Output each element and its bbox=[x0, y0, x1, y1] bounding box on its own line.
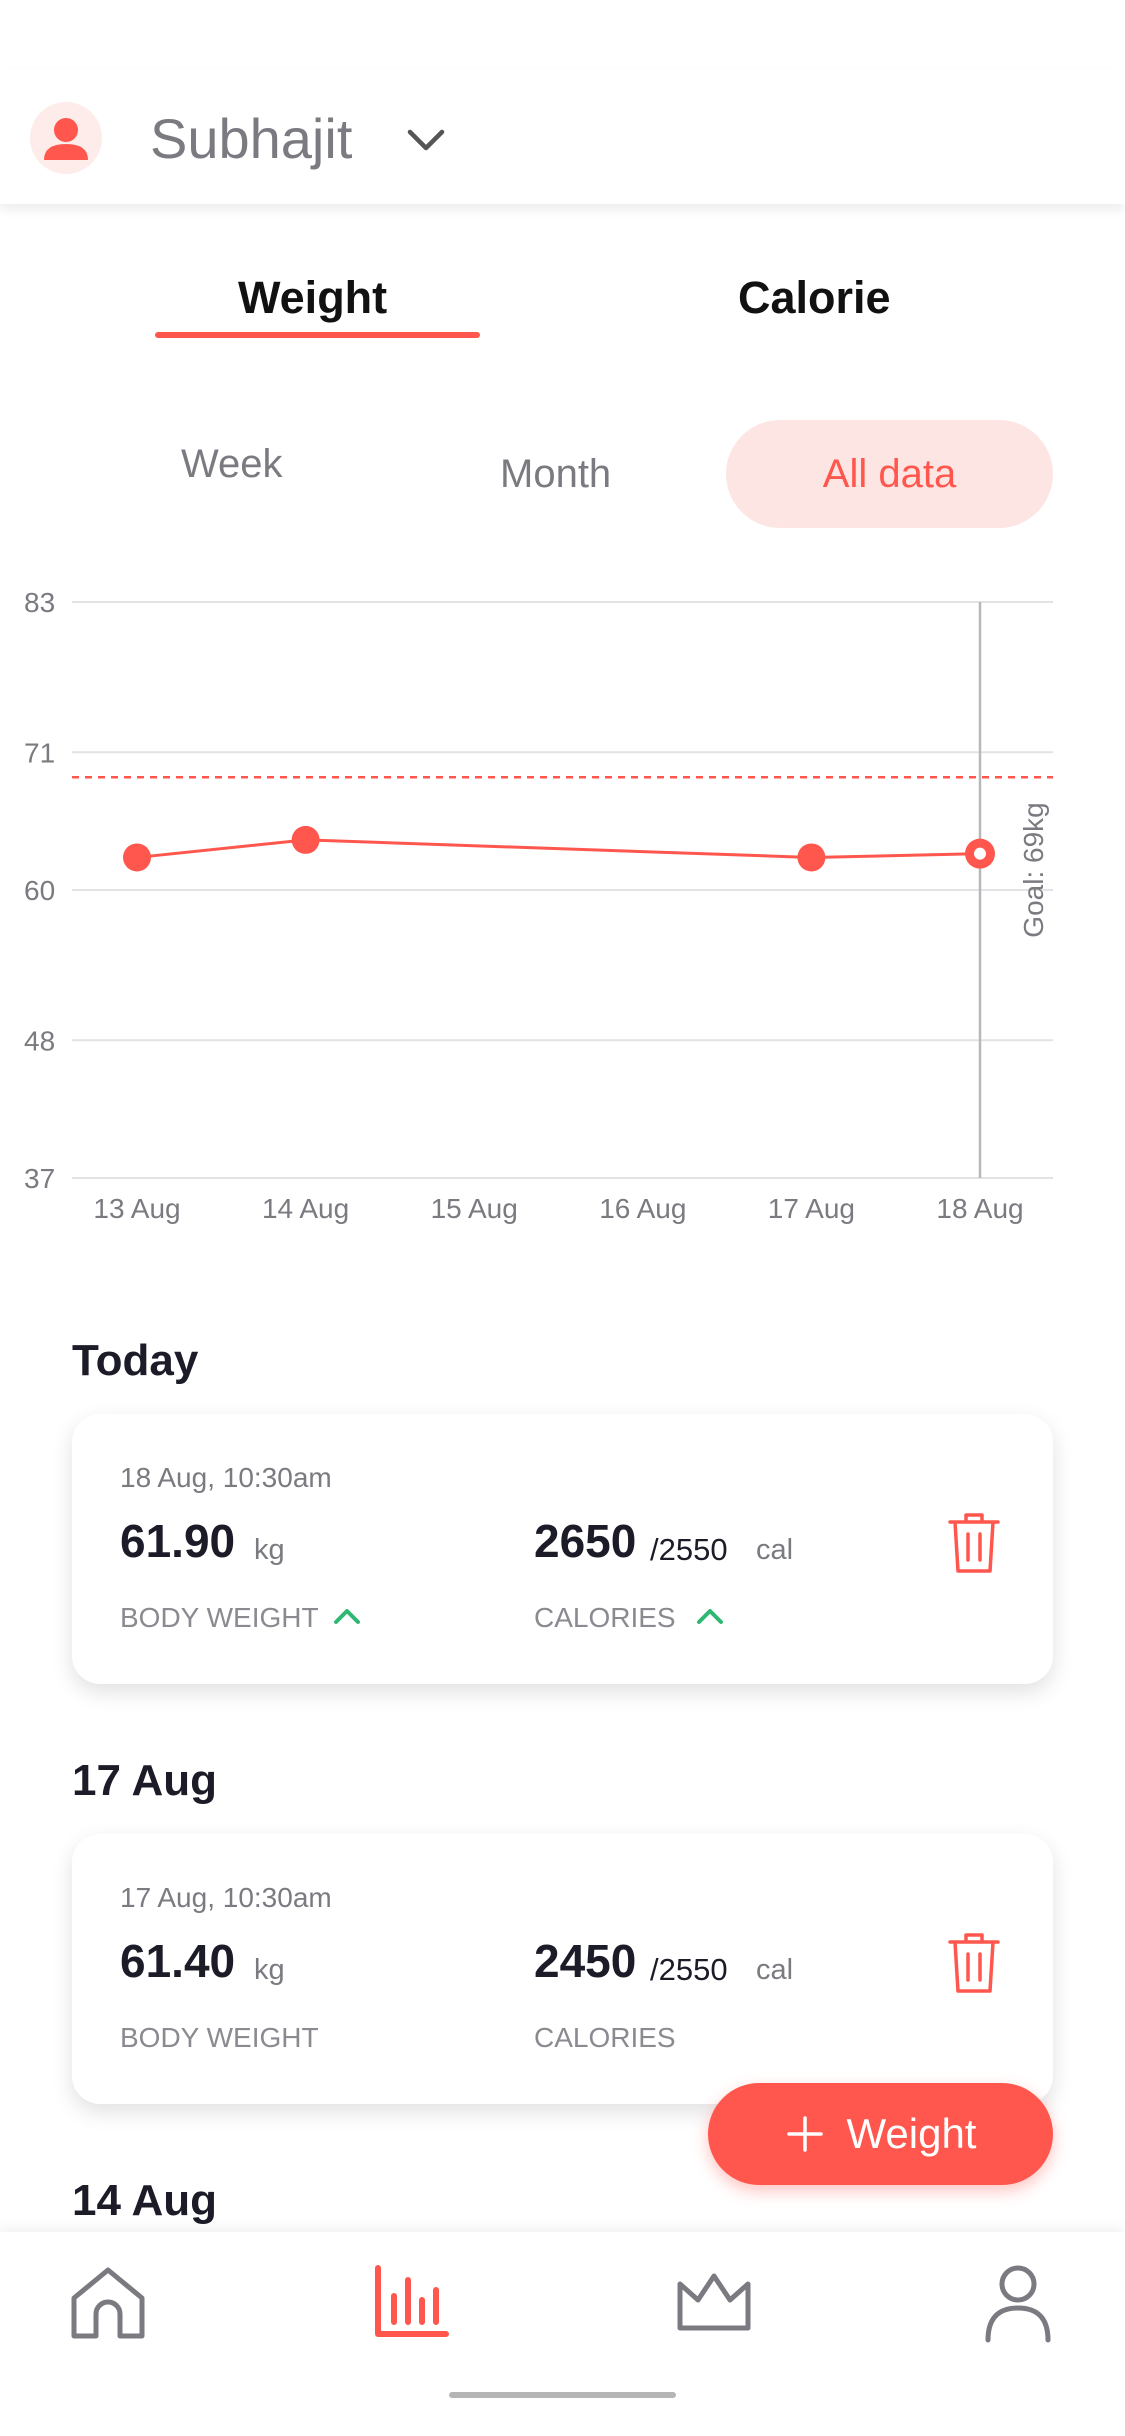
y-tick-label: 71 bbox=[24, 737, 55, 768]
bottom-navigation bbox=[0, 2232, 1125, 2436]
calorie-value: 2650 bbox=[534, 1515, 637, 1567]
x-tick-label: 13 Aug bbox=[93, 1193, 180, 1224]
x-tick-label: 18 Aug bbox=[936, 1193, 1023, 1224]
profile-header: Subhajit bbox=[0, 70, 1125, 204]
user-avatar-icon bbox=[44, 118, 88, 160]
calorie-value: 2450 bbox=[534, 1935, 637, 1987]
goal-label: Goal: 69kg bbox=[1018, 802, 1049, 937]
weight-label: BODY WEIGHT bbox=[120, 2022, 319, 2053]
range-all-data-button[interactable]: All data bbox=[726, 420, 1053, 528]
x-tick-label: 14 Aug bbox=[262, 1193, 349, 1224]
entry-date: 17 Aug, 10:30am bbox=[120, 1882, 332, 1913]
trend-up-icon bbox=[334, 1609, 360, 1624]
chevron-down-icon[interactable] bbox=[402, 116, 450, 164]
status-bar-area bbox=[0, 0, 1125, 70]
weight-series-line bbox=[136, 838, 981, 859]
weight-line-chart: 83 71 60 48 37 13 Aug 14 Aug 15 Aug 16 Aug 17 Aug… bbox=[24, 587, 1053, 1224]
trash-icon[interactable] bbox=[946, 1510, 1002, 1576]
active-tab-indicator bbox=[155, 332, 480, 338]
section-title-14-aug: 14 Aug bbox=[72, 2176, 218, 2225]
crown-icon[interactable] bbox=[672, 2260, 756, 2344]
tab-calorie[interactable]: Calorie bbox=[738, 272, 891, 323]
add-weight-label: Weight bbox=[846, 2110, 977, 2157]
tab-weight[interactable]: Weight bbox=[238, 272, 388, 323]
x-tick-label: 16 Aug bbox=[599, 1193, 686, 1224]
range-week-button[interactable]: Week bbox=[181, 442, 283, 486]
plus-icon bbox=[786, 2116, 823, 2152]
entry-card-today[interactable]: 18 Aug, 10:30am 61.90 kg BODY WEIGHT 265… bbox=[72, 1414, 1053, 1684]
profile-name[interactable]: Subhajit bbox=[150, 107, 353, 170]
x-tick-label: 15 Aug bbox=[431, 1193, 518, 1224]
calorie-label: CALORIES bbox=[534, 2022, 676, 2053]
calorie-label: CALORIES bbox=[534, 1602, 676, 1633]
trend-up-icon bbox=[697, 1609, 723, 1624]
range-month-button[interactable]: Month bbox=[500, 452, 612, 496]
home-icon[interactable] bbox=[66, 2260, 150, 2344]
weight-label: BODY WEIGHT bbox=[120, 1602, 319, 1633]
data-point bbox=[291, 825, 320, 854]
y-tick-label: 48 bbox=[24, 1025, 55, 1056]
range-all-data-label: All data bbox=[822, 451, 957, 496]
entry-card-17-aug[interactable]: 17 Aug, 10:30am 61.40 kg BODY WEIGHT 245… bbox=[72, 1834, 1053, 2104]
weight-value: 61.40 bbox=[120, 1935, 236, 1987]
weight-unit: kg bbox=[254, 1534, 285, 1566]
avatar[interactable] bbox=[30, 102, 102, 174]
calorie-unit: cal bbox=[756, 1534, 794, 1566]
home-indicator bbox=[449, 2392, 676, 2398]
data-point bbox=[797, 843, 826, 872]
y-tick-label: 83 bbox=[24, 587, 55, 618]
trash-icon[interactable] bbox=[946, 1930, 1002, 1996]
x-tick-label: 17 Aug bbox=[768, 1193, 855, 1224]
y-tick-label: 60 bbox=[24, 875, 55, 906]
weight-value: 61.90 bbox=[120, 1515, 236, 1567]
calorie-goal: /2550 bbox=[650, 1532, 728, 1567]
section-title-today: Today bbox=[72, 1336, 199, 1385]
selected-data-point-center bbox=[974, 847, 986, 860]
weight-unit: kg bbox=[254, 1954, 285, 1986]
profile-icon[interactable] bbox=[976, 2260, 1060, 2344]
data-point bbox=[123, 843, 151, 872]
entry-date: 18 Aug, 10:30am bbox=[120, 1462, 332, 1493]
stats-icon[interactable] bbox=[368, 2260, 452, 2344]
y-tick-label: 37 bbox=[24, 1163, 55, 1194]
section-title-17-aug: 17 Aug bbox=[72, 1756, 218, 1805]
add-weight-button[interactable]: Weight bbox=[708, 2083, 1053, 2185]
calorie-goal: /2550 bbox=[650, 1952, 728, 1987]
calorie-unit: cal bbox=[756, 1954, 794, 1986]
